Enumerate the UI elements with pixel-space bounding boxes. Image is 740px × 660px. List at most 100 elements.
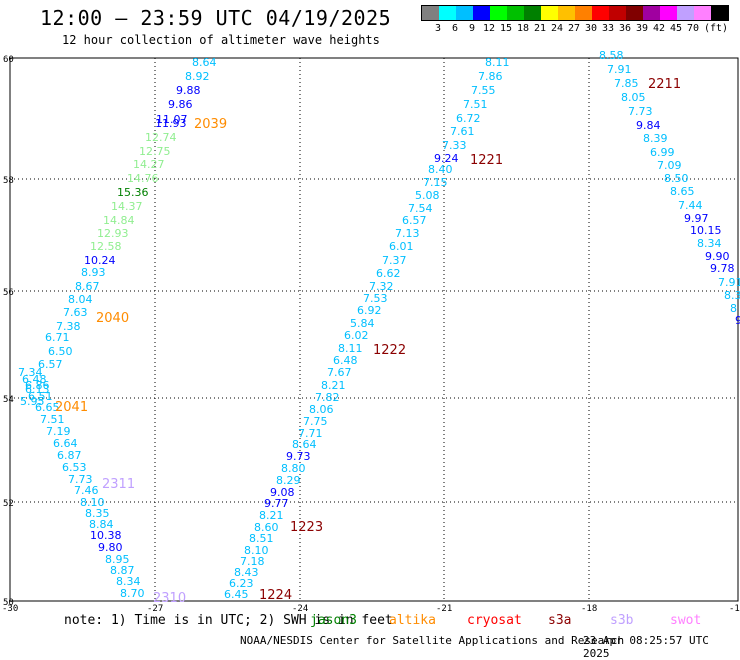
legend-swatch	[456, 6, 473, 20]
swh-value: 6.64	[53, 437, 78, 450]
legend-label: 9	[468, 23, 476, 34]
swh-value: 6.86	[25, 379, 50, 392]
swh-value: 14.76	[127, 172, 159, 185]
swh-value: 6.45	[224, 588, 249, 601]
swh-value: 8.35	[85, 507, 110, 520]
swh-value: 9.84	[636, 119, 661, 132]
swh-value: 6.13	[25, 383, 50, 396]
swh-value: 10.38	[90, 529, 122, 542]
swh-value: 6.51	[28, 390, 53, 403]
swh-value: 7.32	[369, 280, 394, 293]
swh-value: 6.01	[389, 240, 414, 253]
lat-tick-label: 54	[3, 395, 14, 405]
swh-value: 7.09	[657, 159, 682, 172]
swh-value: 7.67	[327, 366, 352, 379]
pass-label: 2311	[102, 477, 135, 492]
legend-swatch	[541, 6, 558, 20]
swh-value: 6.92	[357, 304, 382, 317]
lat-tick-label: 56	[3, 288, 14, 298]
swh-value: 6.57	[38, 358, 63, 371]
swh-value: 6.71	[45, 331, 70, 344]
legend-label: 30	[584, 23, 598, 34]
legend-swatch	[592, 6, 609, 20]
legend-swatch	[677, 6, 694, 20]
swh-value: 8.04	[68, 293, 93, 306]
swh-value: 9.08	[270, 486, 295, 499]
swh-value: 6.50	[48, 345, 73, 358]
lat-tick-label: 52	[3, 499, 14, 509]
swh-value: 8.06	[309, 403, 334, 416]
color-legend: 3 6 9 12 15 18 21 24 27 30 33 36 39 42 45 70 (ft)	[421, 5, 729, 35]
swh-value: 6.57	[402, 214, 427, 227]
legend-label: 70	[686, 23, 700, 34]
swh-value: 9.80	[98, 541, 123, 554]
lon-tick-label: -27	[147, 604, 163, 614]
pass-label: 2039	[194, 117, 227, 132]
swh-value: 8.50	[664, 172, 689, 185]
pass-label: 1223	[290, 520, 323, 535]
swh-value: 12.75	[139, 145, 171, 158]
swh-value: 9.73	[286, 450, 311, 463]
swh-value: 8.3	[724, 289, 740, 302]
swh-value: 6.99	[650, 146, 675, 159]
lon-tick-label: -30	[2, 604, 18, 614]
swh-value: 6.48	[22, 373, 47, 386]
legend-label: 18	[516, 23, 530, 34]
swh-value: 8.40	[428, 163, 453, 176]
swh-value: 8.70	[120, 587, 145, 600]
swh-value: 14.37	[111, 200, 143, 213]
lon-tick-label: -15	[729, 604, 740, 614]
legend-swatch	[507, 6, 524, 20]
swh-value: 7.51	[463, 98, 488, 111]
legend-swatch	[626, 6, 643, 20]
swh-value: 8.92	[185, 70, 210, 83]
swh-value: 7.33	[442, 139, 467, 152]
swh-value: 8.93	[81, 266, 106, 279]
pass-label: 2040	[96, 311, 129, 326]
swh-value: 8.29	[276, 474, 301, 487]
swh-value: 8.11	[485, 56, 510, 69]
swh-value: 15.36	[117, 186, 149, 199]
swh-value: 8.21	[321, 379, 346, 392]
swh-value: 5.08	[415, 189, 440, 202]
legend-label: 27	[567, 23, 581, 34]
swh-value: 8.43	[234, 566, 259, 579]
legend-labels: 3 6 9 12 15 18 21 24 27 30 33 36 39 42 45 70 (ft)	[421, 21, 729, 35]
satellite-key-item: altika	[389, 613, 436, 628]
lat-tick-label: 50	[3, 598, 14, 608]
swh-value: 6.65	[35, 401, 60, 414]
swh-value: 14.84	[103, 214, 135, 227]
map-subtitle: 12 hour collection of altimeter wave hei…	[62, 33, 380, 47]
swh-value: 14.27	[133, 158, 165, 171]
swh-value: 8.11	[338, 342, 363, 355]
lon-tick-label: -24	[292, 604, 308, 614]
pass-label: 1222	[373, 343, 406, 358]
swh-value: 7.18	[240, 555, 265, 568]
satellite-key-item: swot	[670, 613, 702, 628]
swh-value: 7.15	[423, 176, 448, 189]
swh-value: 6.72	[456, 112, 481, 125]
swh-value: 7.82	[315, 391, 340, 404]
pass-label: 2041	[55, 400, 88, 415]
swh-value: 10.15	[690, 224, 722, 237]
swh-value: 7.75	[303, 415, 328, 428]
swh-value: 8.95	[105, 553, 130, 566]
swh-value: 9.90	[705, 250, 730, 263]
swh-value: 8.80	[281, 462, 306, 475]
swh-value: 9	[735, 314, 740, 327]
legend-swatch	[643, 6, 660, 20]
swh-value: 8.51	[249, 532, 274, 545]
swh-value: 7.63	[63, 306, 88, 319]
legend-label: 39	[635, 23, 649, 34]
swh-value: 8.21	[259, 509, 284, 522]
legend-swatch	[439, 6, 456, 20]
swh-value: 7.61	[450, 125, 475, 138]
legend-label: 3	[434, 23, 442, 34]
swh-value: 5.95	[20, 395, 45, 408]
swh-value: 7.86	[478, 70, 503, 83]
legend-swatch	[422, 6, 439, 20]
pass-label: 1221	[470, 153, 503, 168]
legend-swatch	[711, 6, 728, 20]
swh-value: 9.86	[168, 98, 193, 111]
